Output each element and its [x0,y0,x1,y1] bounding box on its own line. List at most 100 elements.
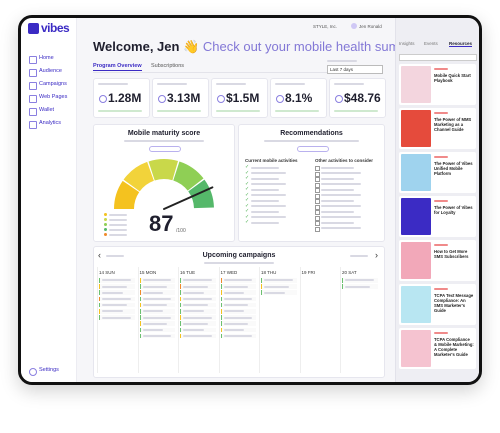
resource-title: The Power of Vibes Unified Mobile Platfo… [434,161,473,176]
nav-arrow[interactable]: ‹ [98,250,101,260]
text-placeholder [434,288,448,290]
score: 87 [149,211,174,236]
resource-thumbnail [401,198,431,235]
text-placeholder [264,140,359,142]
text-placeholder [223,291,244,294]
day-column [299,267,341,373]
kpi-value: $48.76 [344,91,381,105]
text-placeholder [321,216,361,218]
resource-title: The Power of MMS Marketing as a Channel … [434,117,472,132]
logo-icon [28,23,39,34]
day-label: 18 THU [261,270,277,275]
company-name: STYLE, Inc. [313,24,338,29]
text-placeholder [251,221,279,224]
text-placeholder [109,218,127,221]
resource-card[interactable]: The Power of Vibes Unified Mobile Platfo… [399,152,476,193]
text-placeholder [264,291,285,294]
gauge-segment [123,161,154,192]
text-placeholder [216,83,246,85]
kpi-value: 8.1% [285,91,313,105]
day-label: 15 MON [139,270,157,275]
text-placeholder [321,166,354,169]
greeting: Welcome, Jen 👋 [93,39,200,54]
nav-item[interactable]: Web Pages [39,94,68,100]
check: ✓ [245,180,250,187]
text-placeholder [334,110,378,112]
text-placeholder [223,279,252,282]
nav-icon [29,69,37,77]
resource-card[interactable]: The Power of Vibes for Loyalty [399,196,476,237]
text-placeholder [183,291,204,294]
text-placeholder [223,316,252,319]
kpi-icon [335,95,343,103]
resource-card[interactable]: TCPA Text Message Compliance: An SMS Mar… [399,284,476,325]
nav-item[interactable]: Wallet [39,107,55,113]
resource-card[interactable]: How to Get More SMS Subscribers [399,240,476,281]
bullet [315,193,320,199]
text-placeholder [321,194,361,196]
gauge-needle [163,186,214,210]
check: ✓ [245,164,250,170]
kpi-value: 1.28M [108,91,142,105]
panel-tab[interactable]: Events [424,41,438,46]
text-placeholder [251,183,286,185]
text-placeholder [98,110,142,112]
text-placeholder [142,304,167,307]
kpi-card: 3.13M [152,78,209,118]
campaigns-card: Upcoming campaigns ‹ › 14 SUN 15 MON 16 TUE 17… [93,246,385,378]
nav-icon [29,56,37,64]
nav-arrow[interactable]: › [375,250,378,260]
resource-card[interactable]: The Power of MMS Marketing as a Channel … [399,108,476,149]
pill [149,146,181,152]
nav-item[interactable]: Settings [39,367,59,373]
check: ✓ [245,202,250,209]
bullet [315,166,320,171]
resource-title: TCPA Text Message Compliance: An SMS Mar… [434,293,474,313]
tab[interactable]: Program Overview [93,63,142,71]
text-placeholder [109,223,127,226]
legend-dot [104,213,107,216]
text-placeholder [251,205,286,207]
panel-tab[interactable]: Resources [449,41,473,47]
day-column [218,267,260,373]
resource-thumbnail [401,154,431,191]
resource-card[interactable]: TCPA Compliance & Mobile Marketing: A Co… [399,328,476,369]
text-placeholder [102,310,123,313]
nav-item[interactable]: Home [39,55,54,61]
text-placeholder [216,110,260,112]
check: ✓ [245,186,250,192]
resource-title: TCPA Compliance & Mobile Marketing: A Co… [434,337,474,357]
date-filter[interactable]: Last 7 days [327,65,383,74]
nav-item[interactable]: Audience [39,68,62,74]
kpi-icon [158,95,166,103]
text-placeholder [223,304,248,307]
resource-card[interactable]: Mobile Quick Start Playbook [399,64,476,105]
panel-tab[interactable]: Insights [399,41,415,46]
check: ✓ [245,191,250,198]
tab-rule [93,72,383,73]
greeting-line: Welcome, Jen 👋 Check out your mobile hea… [93,39,428,55]
text-placeholder [275,83,305,85]
bullet [315,210,320,215]
text-placeholder [264,285,289,288]
text-placeholder [321,205,361,207]
tab[interactable]: Subscriptions [151,63,185,69]
text-placeholder [142,297,171,300]
resource-thumbnail [401,66,431,103]
nav-item[interactable]: Analytics [39,120,62,126]
text-placeholder [102,285,127,288]
nav-icon [29,95,37,103]
text-placeholder [183,335,212,338]
bullet [315,199,320,204]
nav-item[interactable]: Campaigns [39,81,67,87]
resource-title: How to Get More SMS Subscribers [434,249,469,259]
user-name[interactable]: Jen Ronald [359,24,382,29]
sidebar: vibes Home Audience Campaigns Web Pages Walle… [21,18,77,382]
kpi-card: 8.1% [270,78,327,118]
text-placeholder [98,83,128,85]
text-placeholder [183,285,208,288]
day-column [97,267,138,373]
text-placeholder [157,83,187,85]
gauge-segment [148,159,179,181]
kpi-card: $48.76 [329,78,386,118]
